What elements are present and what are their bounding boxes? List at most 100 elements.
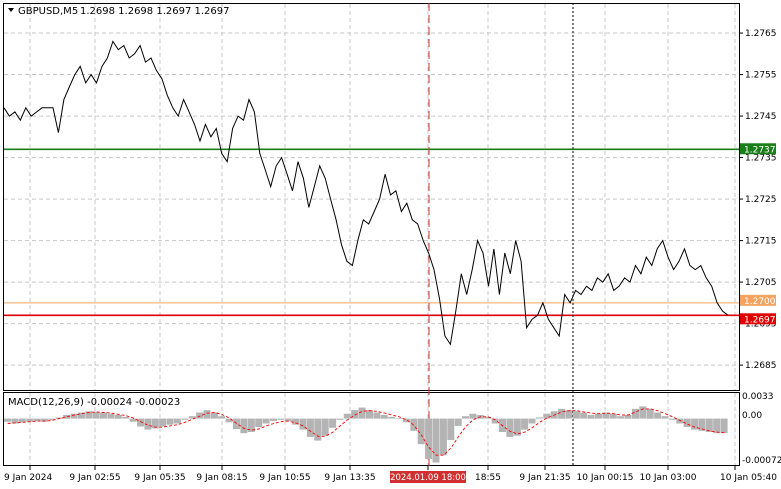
macd-bar [4, 418, 11, 422]
macd-bar [203, 410, 211, 419]
y-tick-label: 1.2705 [745, 278, 777, 288]
macd-bar [18, 418, 26, 423]
macd-signal-line [7, 408, 725, 456]
macd-bar [77, 412, 85, 419]
macd-tick-label: 0.00 [742, 411, 762, 421]
macd-bar [11, 418, 19, 424]
macd-bar [70, 413, 78, 419]
macd-bar [543, 413, 551, 419]
macd-bar [668, 418, 676, 420]
macd-bar [646, 408, 654, 419]
macd-bar [321, 418, 329, 436]
macd-bar [336, 418, 344, 420]
macd-bar [513, 418, 521, 436]
macd-bar [595, 413, 602, 419]
macd-bar [632, 408, 639, 419]
macd-bar [329, 418, 337, 428]
macd-bar [528, 418, 536, 424]
highlighted-time-tag [390, 471, 466, 483]
macd-bar [100, 412, 107, 419]
x-tick-label: 9 Jan 21:35 [519, 473, 570, 483]
macd-bar [218, 416, 226, 419]
macd-bar [720, 418, 728, 434]
y-tick-label: 1.2725 [745, 195, 777, 205]
x-tick-label: 18:55 [475, 473, 501, 483]
y-tick-label: 1.2765 [745, 29, 777, 39]
time-axis: 9 Jan 2024 9 Jan 02:55 9 Jan 05:35 9 Jan 08… [4, 466, 777, 483]
macd-bar [439, 418, 447, 456]
macd-bar [705, 418, 713, 432]
macd-bar [166, 418, 174, 425]
x-tick-label: 10 Jan 00:15 [577, 473, 634, 483]
macd-bar [33, 418, 41, 421]
macd-bar [402, 418, 410, 423]
macd-bar [129, 418, 137, 422]
macd-bar [188, 416, 196, 419]
macd-bar [661, 416, 669, 419]
macd-bar [151, 418, 159, 429]
level-tag-text: 1.2697 [744, 315, 776, 325]
macd-bar [691, 418, 699, 430]
macd-bar [506, 418, 514, 437]
macd-bar [698, 418, 706, 431]
highlighted-time-label: 2024.01.09 18:00 [390, 473, 466, 483]
y-tick-label: 1.2755 [745, 71, 777, 81]
triangle-down-icon[interactable] [8, 8, 14, 12]
x-tick-label: 9 Jan 02:55 [69, 473, 120, 483]
macd-bar [26, 418, 34, 422]
macd-bar [454, 418, 462, 426]
price-series-line [3, 40, 729, 346]
macd-bar [713, 418, 721, 434]
macd-bar [92, 411, 100, 419]
macd-bar [373, 412, 381, 419]
macd-bar [469, 413, 477, 419]
macd-bar [572, 411, 580, 419]
macd-bar [388, 416, 396, 419]
macd-bar [676, 418, 684, 424]
macd-bar [173, 418, 181, 424]
macd-bar [144, 418, 152, 430]
macd-bar [299, 418, 307, 430]
macd-frame [3, 392, 740, 466]
macd-bar [181, 418, 189, 420]
level-tag-text: 1.2700 [744, 297, 776, 307]
macd-bar [55, 417, 63, 419]
macd-bar [107, 413, 115, 419]
macd-bar [366, 410, 373, 419]
level-tag-bg [740, 143, 776, 155]
level-lines [4, 148, 739, 317]
macd-tick-label: -0.00072 [742, 456, 781, 466]
symbol-label: GBPUSD,M5 [18, 6, 78, 17]
macd-bar [159, 418, 167, 427]
macd-bar [343, 413, 351, 419]
main-grid [4, 4, 739, 390]
macd-bar [654, 412, 662, 419]
macd-axis: 0.0033 0.00 -0.00072 [742, 392, 781, 466]
macd-tick-label: 0.0033 [742, 392, 774, 402]
macd-bar [617, 416, 625, 419]
macd-bar [580, 412, 588, 419]
macd-bar [255, 418, 263, 428]
x-tick-label: 10 Jan 03:00 [640, 473, 697, 483]
chart-header[interactable]: GBPUSD,M5 1.2698 1.2698 1.2697 1.2697 [8, 6, 230, 17]
macd-bar [48, 418, 56, 420]
macd-bar [314, 418, 322, 441]
macd-bar [462, 416, 469, 419]
macd-bar [558, 408, 566, 419]
macd-bar [63, 415, 71, 419]
price-axis: 1.27651.27551.27451.27351.27251.27151.27… [739, 29, 777, 371]
macd-bar [395, 418, 403, 419]
y-tick-label: 1.2695 [745, 320, 777, 330]
main-chart-frame [3, 3, 740, 391]
macd-bar [587, 415, 595, 419]
macd-bar [196, 412, 204, 419]
y-tick-label: 1.2715 [745, 237, 777, 247]
macd-grid [29, 393, 736, 465]
level-tag-bg [740, 294, 776, 306]
ohlc-values: 1.2698 1.2698 1.2697 1.2697 [80, 6, 230, 17]
macd-bar [225, 418, 233, 423]
macd-bar [351, 410, 359, 419]
level-price-tags: 1.2737 1.2700 1.2697 [740, 143, 776, 325]
macd-bar [624, 415, 632, 419]
